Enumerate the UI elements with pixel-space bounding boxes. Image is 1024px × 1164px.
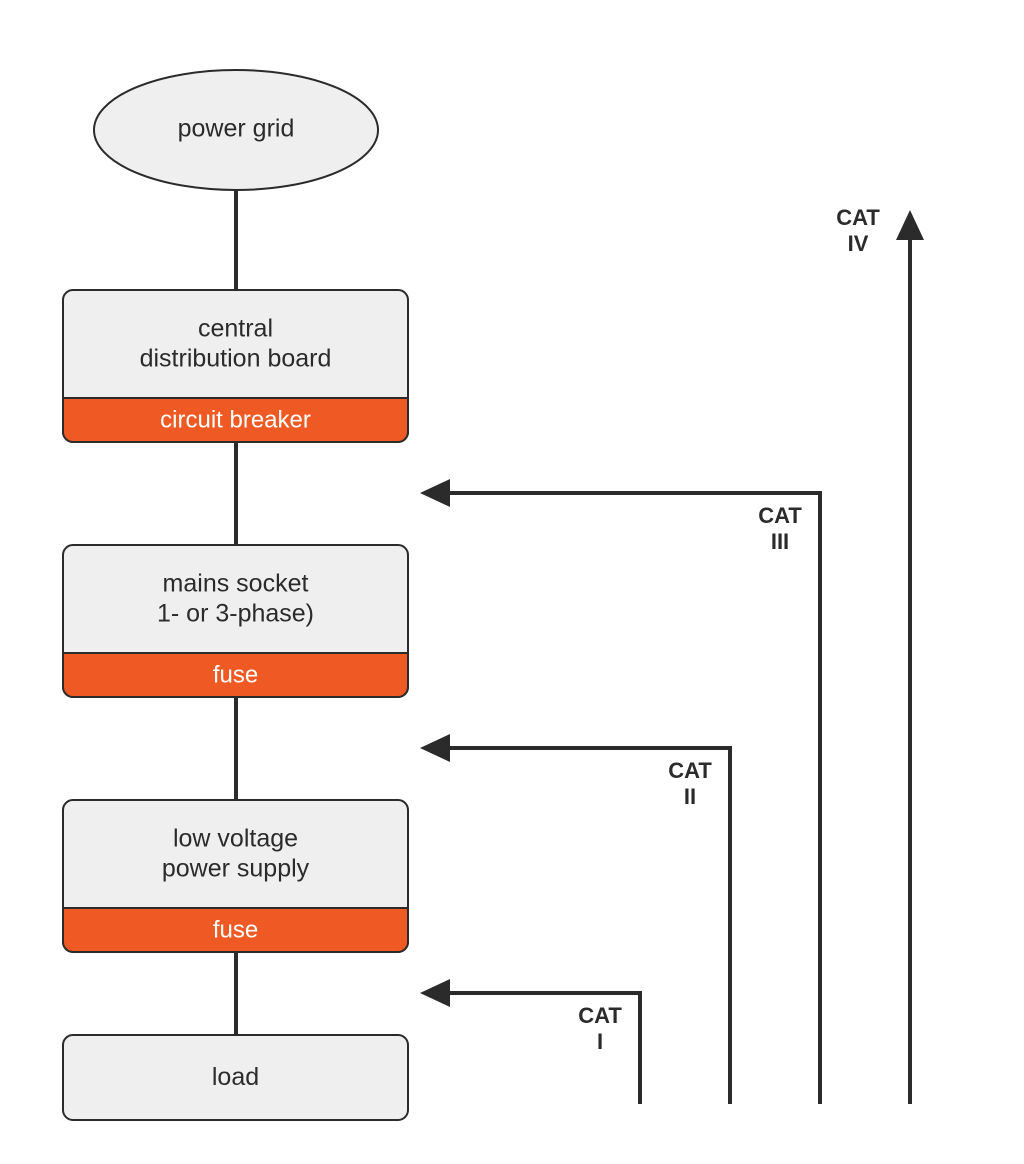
- arrowhead-up-icon: [896, 210, 924, 240]
- cat-label-4-bot: IV: [848, 231, 869, 256]
- label-mains-sub: fuse: [213, 661, 258, 688]
- label-lowvolt-line1: low voltage: [173, 825, 298, 853]
- cat-label-4-top: CAT: [836, 205, 880, 230]
- label-mains-line1: mains socket: [163, 570, 309, 598]
- label-central-sub: circuit breaker: [160, 406, 311, 433]
- cat-line-3: [446, 493, 820, 1104]
- cat-label-2-top: CAT: [668, 758, 712, 783]
- cat-label-1-bot: I: [597, 1029, 603, 1054]
- label-load-line1: load: [212, 1063, 259, 1091]
- label-central-line1: central: [198, 315, 273, 343]
- label-central-line2: distribution board: [140, 345, 332, 373]
- cat-label-1-top: CAT: [578, 1003, 622, 1028]
- label-mains-line2: 1- or 3-phase): [157, 600, 314, 628]
- arrowhead-left-icon: [420, 479, 450, 507]
- cat-label-3-bot: III: [771, 529, 789, 554]
- arrowhead-left-icon: [420, 734, 450, 762]
- label-lowvolt-sub: fuse: [213, 916, 258, 943]
- arrowhead-left-icon: [420, 979, 450, 1007]
- cat-label-2-bot: II: [684, 784, 696, 809]
- cat-label-3-top: CAT: [758, 503, 802, 528]
- label-lowvolt-line2: power supply: [162, 855, 310, 883]
- label-power-grid: power grid: [178, 115, 295, 143]
